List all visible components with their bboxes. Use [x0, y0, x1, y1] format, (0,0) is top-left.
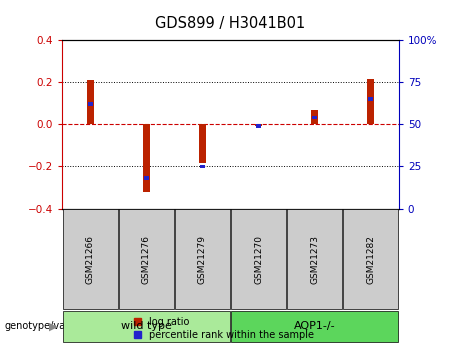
Text: GDS899 / H3041B01: GDS899 / H3041B01: [155, 16, 306, 30]
Bar: [88, 102, 93, 106]
Text: wild type: wild type: [121, 322, 172, 331]
Bar: [311, 110, 318, 124]
Bar: [313, 116, 317, 119]
Text: AQP1-/-: AQP1-/-: [294, 322, 336, 331]
Legend: log ratio, percentile rank within the sample: log ratio, percentile rank within the sa…: [134, 317, 313, 340]
Text: GSM21266: GSM21266: [86, 235, 95, 284]
Bar: [368, 97, 373, 101]
Text: ▶: ▶: [49, 322, 58, 331]
Bar: [367, 79, 374, 124]
Text: GSM21282: GSM21282: [366, 235, 375, 284]
Bar: [256, 124, 261, 128]
Bar: [199, 124, 206, 163]
Bar: [87, 80, 94, 124]
Bar: [143, 124, 150, 192]
Bar: [144, 176, 148, 180]
Text: GSM21276: GSM21276: [142, 235, 151, 284]
Text: GSM21279: GSM21279: [198, 235, 207, 284]
Text: GSM21273: GSM21273: [310, 235, 319, 284]
Text: genotype/variation: genotype/variation: [5, 322, 97, 331]
Text: GSM21270: GSM21270: [254, 235, 263, 284]
Bar: [200, 165, 205, 168]
Bar: [255, 124, 262, 126]
